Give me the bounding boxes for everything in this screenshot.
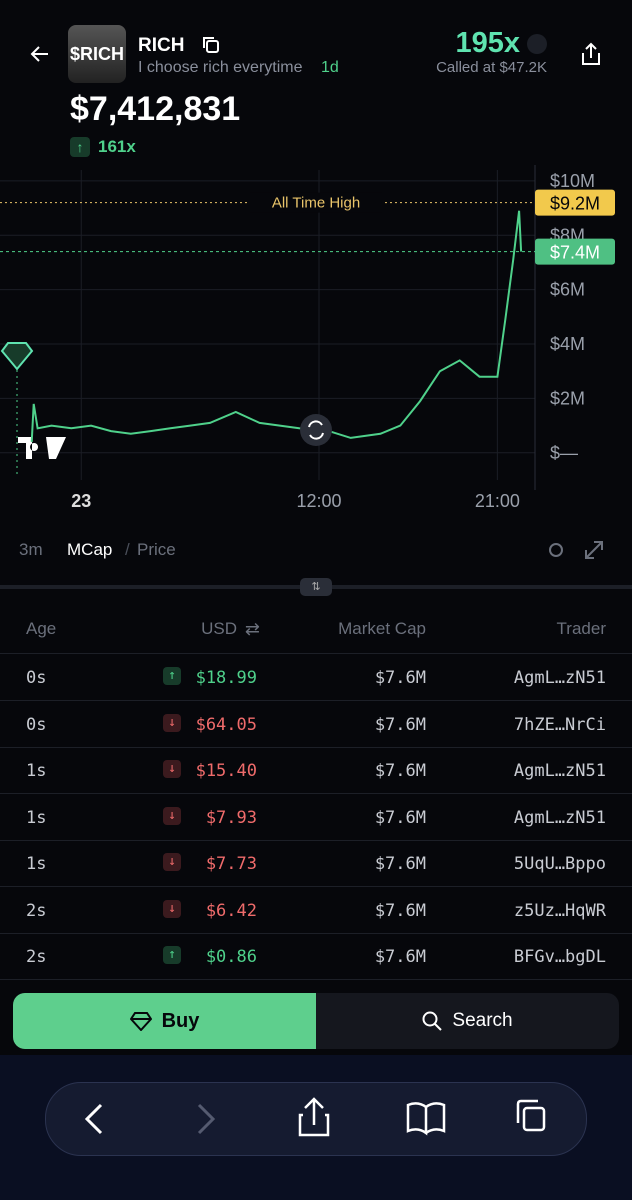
- tradingview-logo: [18, 437, 66, 459]
- tagline: I choose rich everytime: [138, 59, 303, 76]
- x-tick-label: 21:00: [475, 491, 520, 511]
- swap-icon[interactable]: [527, 34, 547, 54]
- reset-icon: [308, 420, 324, 440]
- age: 1d: [321, 59, 339, 76]
- cell: 1s: [26, 807, 47, 828]
- cell: $7.6M: [374, 854, 426, 874]
- direction-badge: ↓: [163, 806, 181, 825]
- cell: $7.6M: [374, 900, 426, 921]
- header-cell: Market Cap: [338, 619, 426, 638]
- cell: $18.99: [195, 668, 257, 688]
- current-label: $7.4M: [550, 243, 600, 263]
- direction-badge: ↓: [163, 713, 181, 732]
- cell: 0s: [26, 714, 47, 735]
- y-tick-label: $—: [550, 443, 578, 463]
- tab-mcap[interactable]: MCap: [67, 540, 113, 559]
- tab-price[interactable]: Price: [137, 540, 176, 559]
- share-button[interactable]: [580, 42, 602, 66]
- cell: 5UqU…Bppo: [513, 854, 606, 874]
- search-button[interactable]: Search: [316, 993, 619, 1049]
- cell: z5Uz…HqWR: [513, 900, 606, 921]
- y-tick-label: $6M: [550, 280, 585, 300]
- ath-badge: [535, 189, 615, 216]
- ath-text-bg: [250, 192, 382, 213]
- action-bar: Buy Search: [13, 993, 619, 1049]
- cell: $7.6M: [374, 947, 426, 967]
- cell: 2s: [26, 900, 47, 921]
- y-tick-label: $2M: [550, 388, 585, 408]
- cell: $64.05: [195, 714, 257, 735]
- table-row: 1s $7.93 $7.6M AgmL…zN51 ↓: [0, 794, 632, 841]
- tab-separator: /: [125, 540, 130, 559]
- table-row: 2s $6.42 $7.6M z5Uz…HqWR ↓: [0, 887, 632, 934]
- cell: $0.86: [205, 947, 257, 967]
- cell: $7.6M: [374, 668, 426, 688]
- buy-button[interactable]: Buy: [13, 993, 316, 1049]
- market-cap: $7,412,831: [70, 90, 241, 128]
- cell: $6.42: [205, 900, 257, 921]
- up-badge: ↑: [70, 137, 90, 157]
- header-cell: USD: [201, 619, 237, 638]
- cell: $7.6M: [374, 714, 426, 735]
- ath-label: $9.2M: [550, 194, 600, 214]
- called-marker-icon: [0, 342, 34, 371]
- cell: 7hZE…NrCi: [513, 714, 606, 735]
- direction-badge: ↓: [163, 760, 181, 778]
- cell: AgmL…zN51: [513, 807, 606, 828]
- y-tick-label: $10M: [550, 171, 595, 191]
- cell: BFGv…bgDL: [513, 947, 606, 967]
- direction-badge: ↑: [163, 946, 181, 964]
- cell: $7.6M: [374, 807, 426, 828]
- x-tick-label: 23: [71, 491, 91, 511]
- search-label: Search: [452, 1010, 513, 1031]
- table-row: 2s $0.86 $7.6M BFGv…bgDL ↑: [0, 933, 632, 980]
- table-row: 0s $18.99 $7.6M AgmL…zN51 ↑: [0, 654, 632, 701]
- avatar: $RICH: [68, 25, 126, 83]
- trades-table: Age USD Market Cap Trader ⇄ 0s $18.99 $7.6M AgmL…: [0, 605, 632, 980]
- direction-badge: ↓: [163, 899, 181, 918]
- browser-toolbar: [0, 1055, 632, 1200]
- table-row: 1s $7.73 $7.6M 5UqU…Bppo ↓: [0, 840, 632, 887]
- ath-text: All Time High: [272, 195, 360, 212]
- called-at: Called at $47.2K: [436, 59, 547, 76]
- price-line: [30, 210, 523, 442]
- tab-interval[interactable]: 3m: [19, 540, 43, 559]
- resize-handle[interactable]: ⇅: [300, 578, 332, 596]
- cell: AgmL…zN51: [513, 668, 606, 688]
- cell: $7.6M: [374, 761, 426, 781]
- y-tick-label: $4M: [550, 334, 585, 354]
- table-row: 0s $64.05 $7.6M 7hZE…NrCi ↓: [0, 701, 632, 748]
- direction-badge: ↑: [163, 667, 181, 685]
- cell: $15.40: [195, 761, 257, 781]
- cell: AgmL…zN51: [513, 761, 606, 781]
- copy-icon[interactable]: [202, 36, 220, 54]
- back-button[interactable]: [28, 42, 52, 66]
- buy-label: Buy: [161, 1009, 200, 1032]
- current-badge: [535, 238, 615, 265]
- cell: 2s: [26, 947, 47, 967]
- cell: 1s: [26, 761, 47, 781]
- cell: 1s: [26, 854, 47, 874]
- header-cell: Age: [26, 619, 57, 638]
- chart-tools[interactable]: [546, 540, 606, 560]
- cell: $7.73: [205, 854, 257, 874]
- header-cell: Trader: [556, 619, 606, 638]
- change: 161x: [98, 137, 136, 156]
- direction-badge: ↓: [163, 853, 181, 871]
- cell: 0s: [26, 668, 47, 688]
- table-header: Age USD Market Cap Trader ⇄: [0, 605, 632, 654]
- reset-button: [300, 414, 332, 446]
- cell: $7.93: [205, 807, 257, 828]
- multiplier: 195x: [455, 27, 520, 59]
- sort-icon: ⇄: [244, 619, 260, 639]
- token-name: RICH: [138, 35, 185, 56]
- table-row: 1s $15.40 $7.6M AgmL…zN51 ↓: [0, 747, 632, 794]
- x-tick-label: 12:00: [296, 491, 341, 511]
- nav-icons[interactable]: [46, 1083, 586, 1155]
- browser-nav: [45, 1082, 587, 1156]
